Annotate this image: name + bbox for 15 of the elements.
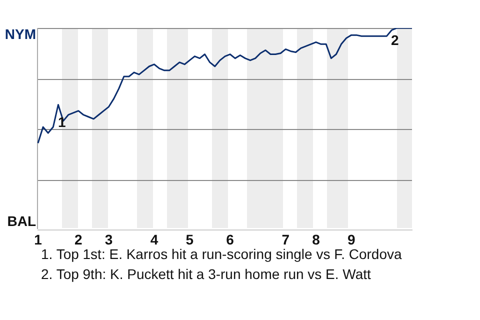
x-tick-label: 8 [312,231,320,248]
x-tick-label: 7 [282,231,290,248]
text: BAL [7,213,36,229]
x-tick-label: 4 [150,231,158,248]
text: 2. Top 9th: K. Puckett hit a 3-run home run vs E. Watt [41,265,372,284]
x-tick-label: 3 [104,231,113,248]
x-tick-label: 2 [74,231,83,248]
x-tick-label: 6 [226,231,234,248]
text: NYM [4,26,36,42]
annotation: 2 [391,32,399,48]
x-tick-label: 5 [186,231,194,248]
x-tick-label: 1 [34,231,42,248]
x-tick-label: 9 [347,231,356,248]
text: 1. Top 1st: E. Karros hit a run-scoring single vs F. Cordova [41,245,402,264]
annotation: 1 [58,114,66,130]
